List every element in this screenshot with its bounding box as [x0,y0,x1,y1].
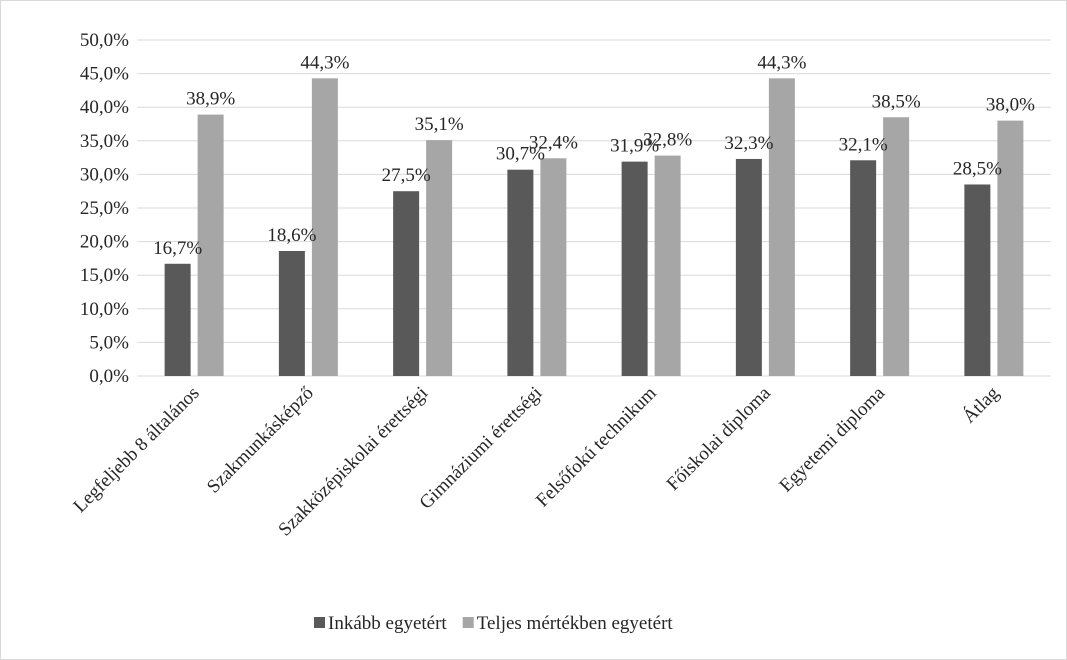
bar-inkabb-egyetert [850,160,877,376]
y-tick-label: 0,0% [89,366,129,387]
y-tick-label: 5,0% [89,332,129,353]
bar-teljes-mertekben-egyetert [883,117,910,376]
data-label: 38,5% [872,91,921,112]
bar-inkabb-egyetert [735,158,762,376]
y-tick-label: 45,0% [80,64,129,85]
y-tick-label: 30,0% [80,164,129,185]
bar-inkabb-egyetert [278,251,305,376]
y-tick-label: 10,0% [80,299,129,320]
bar-inkabb-egyetert [507,169,534,376]
data-label: 32,8% [643,130,692,151]
bar-teljes-mertekben-egyetert [426,140,453,376]
bar-teljes-mertekben-egyetert [654,155,681,376]
bar-teljes-mertekben-egyetert [540,158,567,376]
y-axis-ticks: 0,0% 5,0% 10,0% 15,0% 20,0% 25,0% 30,0% 35,0% 40… [80,30,129,387]
bars [164,78,1024,376]
y-tick-label: 20,0% [80,232,129,253]
x-tick-label: Gimnáziumi érettségi [416,383,547,514]
x-tick-label: Egyetemi diploma [775,382,889,496]
bar-teljes-mertekben-egyetert [197,114,224,376]
data-label: 32,3% [724,133,773,154]
bar-inkabb-egyetert [164,263,191,376]
x-axis-ticks: Legfeljebb 8 általános SzakmunkásképzőSza… [69,382,1003,541]
bar-teljes-mertekben-egyetert [768,78,795,376]
data-label: 44,3% [757,52,806,73]
x-tick-label: Szakmunkásképző [203,383,318,498]
x-tick-label: Átlag [958,382,1004,428]
data-label: 38,9% [186,89,235,110]
data-label: 30,7% [496,144,545,165]
data-label: 32,1% [839,134,888,155]
legend: Inkább egyetért Teljes mértékben egyetért [314,613,673,634]
bar-teljes-mertekben-egyetert [997,120,1024,376]
y-tick-label: 35,0% [80,131,129,152]
data-label: 16,7% [153,238,202,259]
y-tick-label: 50,0% [80,30,129,51]
data-label: 18,6% [267,225,316,246]
x-tick-label: Legfeljebb 8 általános [69,383,203,517]
bar-inkabb-egyetert [964,184,991,376]
data-label: 44,3% [300,52,349,73]
legend-swatch [314,617,325,628]
x-tick-label: Főiskolai diploma [663,382,776,495]
data-label: 28,5% [953,158,1002,179]
y-tick-label: 40,0% [80,97,129,118]
bar-inkabb-egyetert [393,191,420,376]
y-tick-label: 15,0% [80,265,129,286]
x-tick-label: Felsőfokú technikum [532,383,661,512]
bar-teljes-mertekben-egyetert [311,78,338,376]
data-label: 27,5% [382,165,431,186]
data-label: 38,0% [986,95,1035,116]
bar-inkabb-egyetert [621,161,648,376]
data-label: 32,4% [529,132,578,153]
data-label: 35,1% [415,114,464,135]
data-labels: 16,7% 18,6% 27,5% 30,7% 31,9% 32,3% 32,1% 28,5%… [153,52,1035,258]
legend-label: Teljes mértékben egyetért [477,613,674,634]
y-tick-label: 25,0% [80,198,129,219]
data-label: 31,9% [610,136,659,157]
legend-label: Inkább egyetért [328,613,447,634]
legend-swatch [462,617,474,628]
